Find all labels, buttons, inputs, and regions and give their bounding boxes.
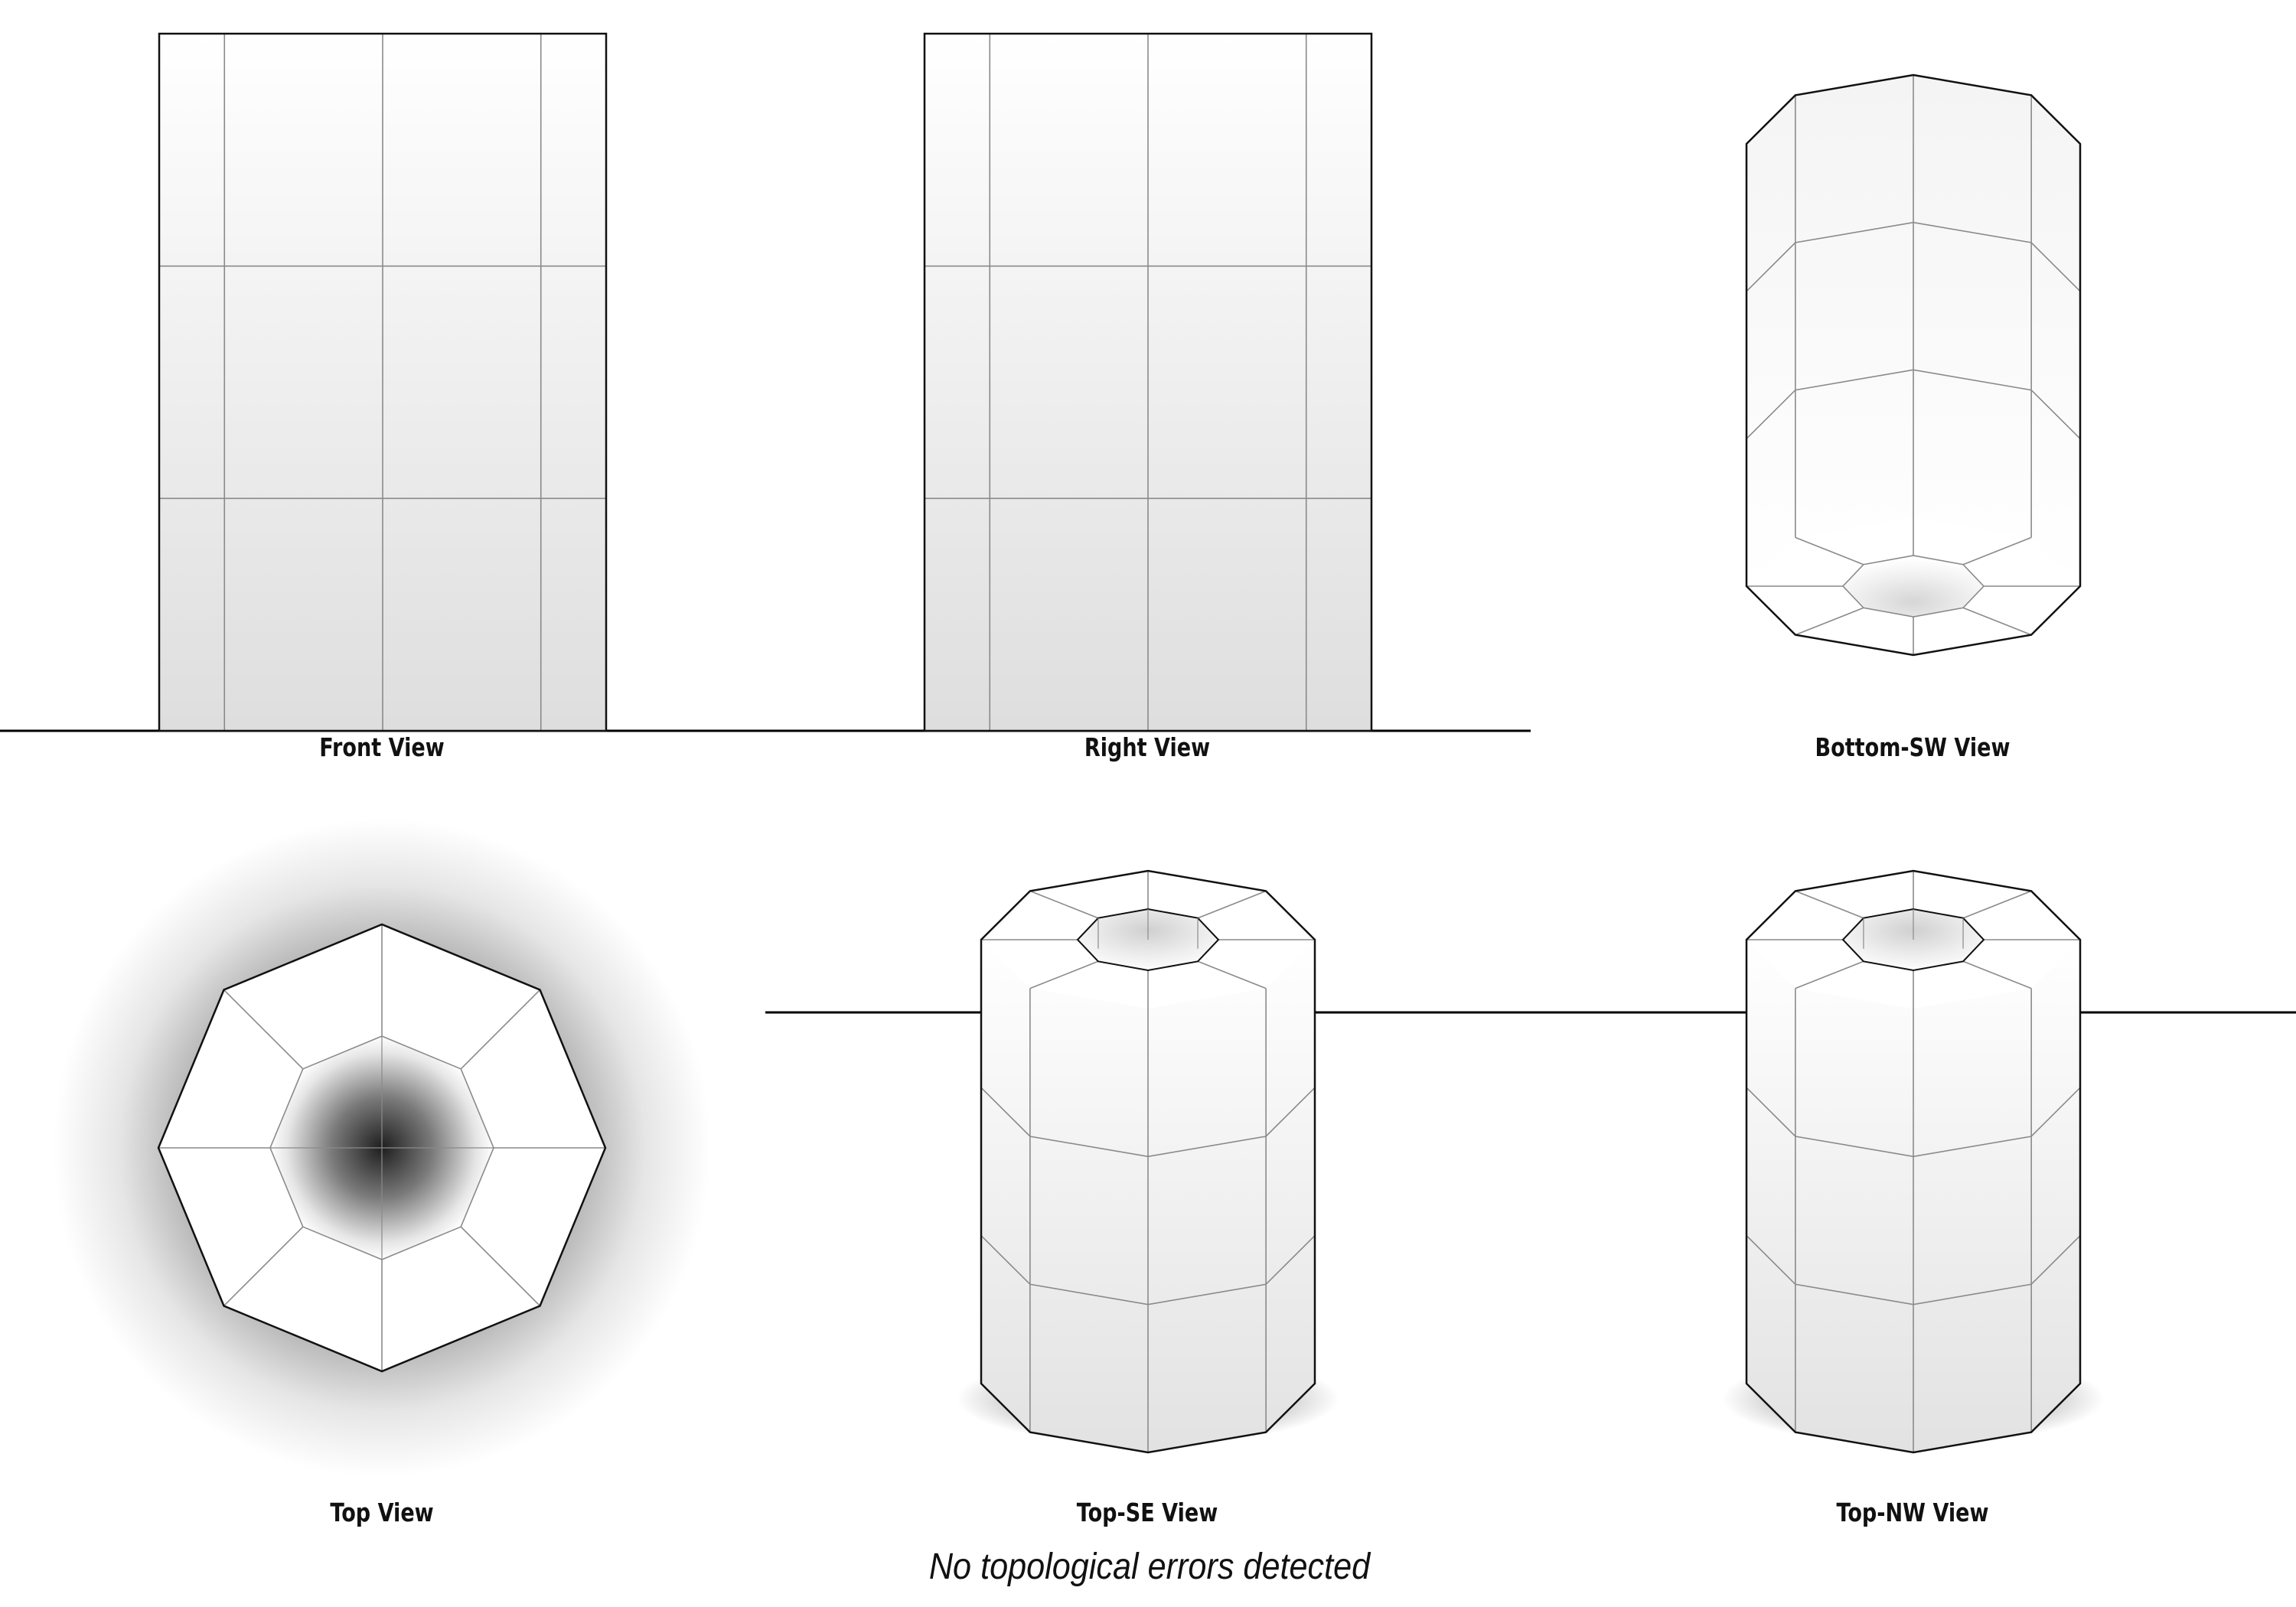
segment-ring xyxy=(1746,1235,2081,1305)
segment-ring xyxy=(980,1087,1316,1158)
bore-outline xyxy=(1076,908,1220,972)
mesh-edge xyxy=(460,989,541,1070)
bottom-sw-view-drawing xyxy=(1745,73,2082,657)
right-view-label: Right View xyxy=(1084,732,1211,762)
mesh-edge xyxy=(1962,536,2032,566)
bottom-sw-view-label: Bottom-SW View xyxy=(1815,732,2011,762)
mesh-edge xyxy=(1197,960,1267,989)
top-se-view-drawing xyxy=(957,869,1339,1454)
status-message: No topological errors detected xyxy=(928,1547,1371,1587)
segment-ring xyxy=(980,1235,1316,1305)
mesh-edge xyxy=(1795,607,1864,636)
top-se-view-label: Top-SE View xyxy=(1076,1498,1218,1527)
mesh-edge xyxy=(1029,960,1099,989)
mesh-edge xyxy=(1962,960,2032,989)
bore xyxy=(1843,556,1984,617)
outline xyxy=(158,32,608,732)
mesh-edge xyxy=(1962,890,2032,919)
bore-outline xyxy=(1841,908,1985,972)
mesh-edge xyxy=(1795,960,1864,989)
top-view-drawing xyxy=(53,819,711,1477)
segment-ring xyxy=(1746,1087,2081,1158)
bore-outline xyxy=(1841,555,1985,618)
front-view-drawing xyxy=(158,32,608,732)
segment-ring xyxy=(1746,369,2081,439)
mesh-edge xyxy=(1962,607,2032,636)
top-view-label: Top View xyxy=(330,1498,434,1527)
right-view-drawing xyxy=(923,32,1373,732)
mesh-edge xyxy=(223,989,304,1070)
outline xyxy=(1745,73,2082,657)
outline xyxy=(980,869,1316,1454)
outline xyxy=(1745,869,2082,1454)
top-nw-view-drawing xyxy=(1722,869,2105,1454)
mesh-edge xyxy=(460,1226,541,1307)
mesh-edge xyxy=(1197,890,1267,919)
mesh-edge xyxy=(1795,536,1864,566)
mesh-edge xyxy=(223,1226,304,1307)
segment-ring xyxy=(1746,221,2081,292)
front-view-label: Front View xyxy=(319,732,445,762)
top-nw-view-label: Top-NW View xyxy=(1836,1498,1989,1527)
outline xyxy=(157,923,607,1373)
mesh-edge xyxy=(1029,890,1099,919)
mesh-edge xyxy=(1795,890,1864,919)
outline xyxy=(923,32,1373,732)
